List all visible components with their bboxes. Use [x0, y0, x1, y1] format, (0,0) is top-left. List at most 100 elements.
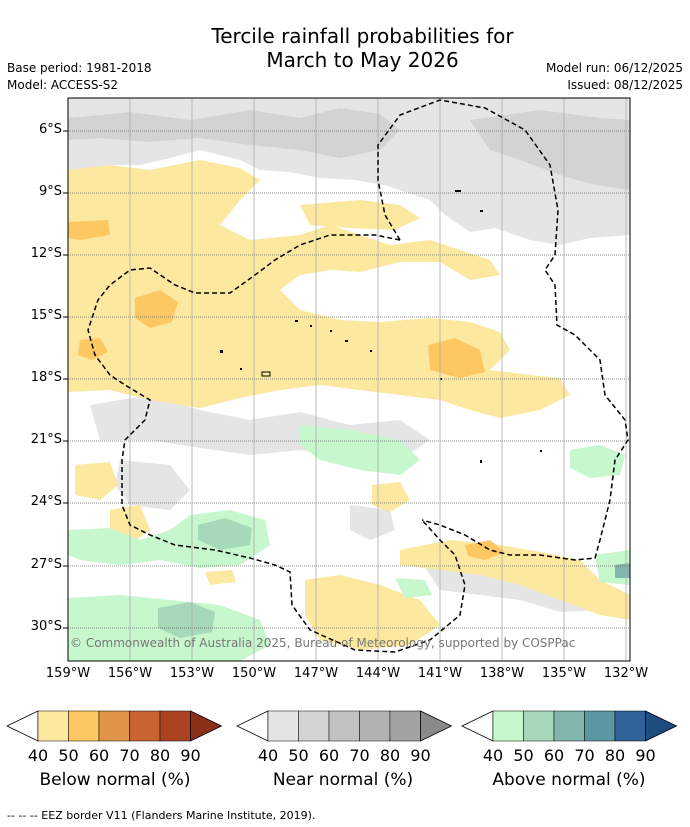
colorbar-tick-label: 70: [349, 746, 369, 765]
lat-label: 9°S: [38, 184, 62, 199]
colorbar-tick-label: 50: [288, 746, 308, 765]
lon-label: 150°W: [231, 666, 277, 681]
colorbar-tick-label: 90: [635, 746, 655, 765]
model-name: Model: ACCESS-S2: [7, 78, 119, 92]
colorbar-segment: [37, 710, 69, 742]
colorbar-segment: [523, 710, 555, 742]
colorbar-segment: [159, 710, 191, 742]
colorbar-segment: [129, 710, 161, 742]
below-normal-region-patch-f: [205, 570, 236, 585]
legend: 40 50 60 70 80 90 40 50 60 70 80 90 40 50 60 70 80 90: [6, 710, 678, 765]
colorbar-segment: [328, 710, 360, 742]
lon-label: 141°W: [417, 666, 463, 681]
colorbar-segment: [68, 710, 100, 742]
axis-ticks: [63, 130, 68, 629]
lat-label: 30°S: [30, 619, 62, 634]
above-normal-region-center: [300, 425, 420, 475]
map-title: Tercile rainfall probabilities for March…: [0, 24, 690, 72]
lon-label: 159°W: [45, 666, 91, 681]
lat-label: 21°S: [30, 432, 62, 447]
colorbar-tick-label: 60: [319, 746, 339, 765]
lon-label: 147°W: [293, 666, 339, 681]
lon-label: 153°W: [169, 666, 215, 681]
eez-borders: [87, 99, 629, 653]
near-normal-region-northeast: [470, 110, 630, 190]
colorbar-tick-label: 60: [89, 746, 109, 765]
lat-label: 27°S: [30, 557, 62, 572]
colorbar-tick-label: 90: [180, 746, 200, 765]
lon-label: 138°W: [479, 666, 525, 681]
meridians: [68, 98, 627, 661]
near-normal-region-west: [115, 460, 190, 510]
legend-label-below: Below normal (%): [39, 770, 191, 790]
colorbar-tick-label: 80: [150, 746, 170, 765]
islands: [220, 190, 542, 463]
colorbar-segment: [298, 710, 330, 742]
colorbar-low-extend: [461, 710, 494, 742]
eez-border-kiribati: [377, 99, 629, 561]
lat-label: 18°S: [30, 370, 62, 385]
colorbar-low-extend: [236, 710, 269, 742]
gridlines: [68, 130, 630, 629]
below-normal-region-mid: [372, 482, 410, 512]
colorbar-segment: [98, 710, 130, 742]
lat-label: 24°S: [30, 494, 62, 509]
eez-border-french-polynesia: [87, 234, 466, 653]
colorbar-segment: [359, 710, 391, 742]
below-normal-region-west: [75, 462, 118, 500]
below-normal-region-south: [305, 575, 440, 650]
colorbar-tick-label: 90: [410, 746, 430, 765]
colorbar-segment: [389, 710, 421, 742]
title-line-2: March to May 2026: [266, 48, 459, 72]
lat-label: 6°S: [38, 122, 62, 137]
colorbar-segment: [267, 710, 299, 742]
lon-label: 156°W: [107, 666, 153, 681]
colorbar-high-extend: [420, 710, 453, 742]
colorbar-tick-label: 40: [258, 746, 278, 765]
base-period: Base period: 1981-2018: [7, 61, 152, 75]
near-normal-region-mid: [350, 505, 395, 540]
title-line-1: Tercile rainfall probabilities for: [211, 24, 514, 48]
near-normal-region-north-darker: [68, 108, 400, 158]
map-canvas: © Commonwealth of Australia 2025, Bureau…: [68, 98, 630, 661]
above-normal-region-patch-a: [198, 518, 252, 550]
above-normal-region-patch-c: [615, 563, 630, 578]
colorbar-tick-label: 70: [574, 746, 594, 765]
above-normal-region-patch-b: [158, 602, 215, 638]
below-normal-region-patch-d: [68, 220, 110, 240]
colorbar-segment: [614, 710, 646, 742]
below-normal-region-patch-c: [78, 338, 108, 360]
colorbar-low-extend: [6, 710, 39, 742]
colorbar-tick-label: 80: [380, 746, 400, 765]
colorbar-tick-label: 80: [605, 746, 625, 765]
meta-right: Model run: 06/12/2025 Issued: 08/12/2025: [546, 60, 683, 94]
below-normal-region-patch-a: [135, 290, 178, 328]
colorbar-tick-label: 60: [544, 746, 564, 765]
lon-label: 144°W: [355, 666, 401, 681]
lon-label: 132°W: [603, 666, 649, 681]
colorbar-segment: [553, 710, 585, 742]
model-run: Model run: 06/12/2025: [545, 61, 683, 75]
colorbar-tick-label: 70: [119, 746, 139, 765]
colorbar-segment: [584, 710, 616, 742]
below-normal-region-patch-e: [465, 540, 505, 560]
above-normal-region-south-mid: [395, 578, 432, 598]
colorbar-tick-label: 40: [28, 746, 48, 765]
above-normal-region-east: [570, 445, 625, 478]
colorbar-tick-label: 50: [58, 746, 78, 765]
colorbar-tick-label: 40: [483, 746, 503, 765]
issued-date: Issued: 08/12/2025: [567, 78, 683, 92]
copyright-text: © Commonwealth of Australia 2025, Bureau…: [70, 636, 575, 650]
colorbar-high-extend: [190, 710, 223, 742]
eez-footer-note: -- -- -- EEZ border V11 (Flanders Marine…: [7, 809, 316, 822]
colorbar-high-extend: [645, 710, 678, 742]
legend-label-near: Near normal (%): [272, 770, 414, 790]
below-normal-region-patch-b: [428, 338, 485, 378]
lon-label: 135°W: [541, 666, 587, 681]
meta-left: Base period: 1981-2018 Model: ACCESS-S2: [7, 60, 152, 94]
colorbar-tick-label: 50: [513, 746, 533, 765]
lat-label: 15°S: [30, 308, 62, 323]
lat-label: 12°S: [30, 246, 62, 261]
colorbar-segment: [492, 710, 524, 742]
